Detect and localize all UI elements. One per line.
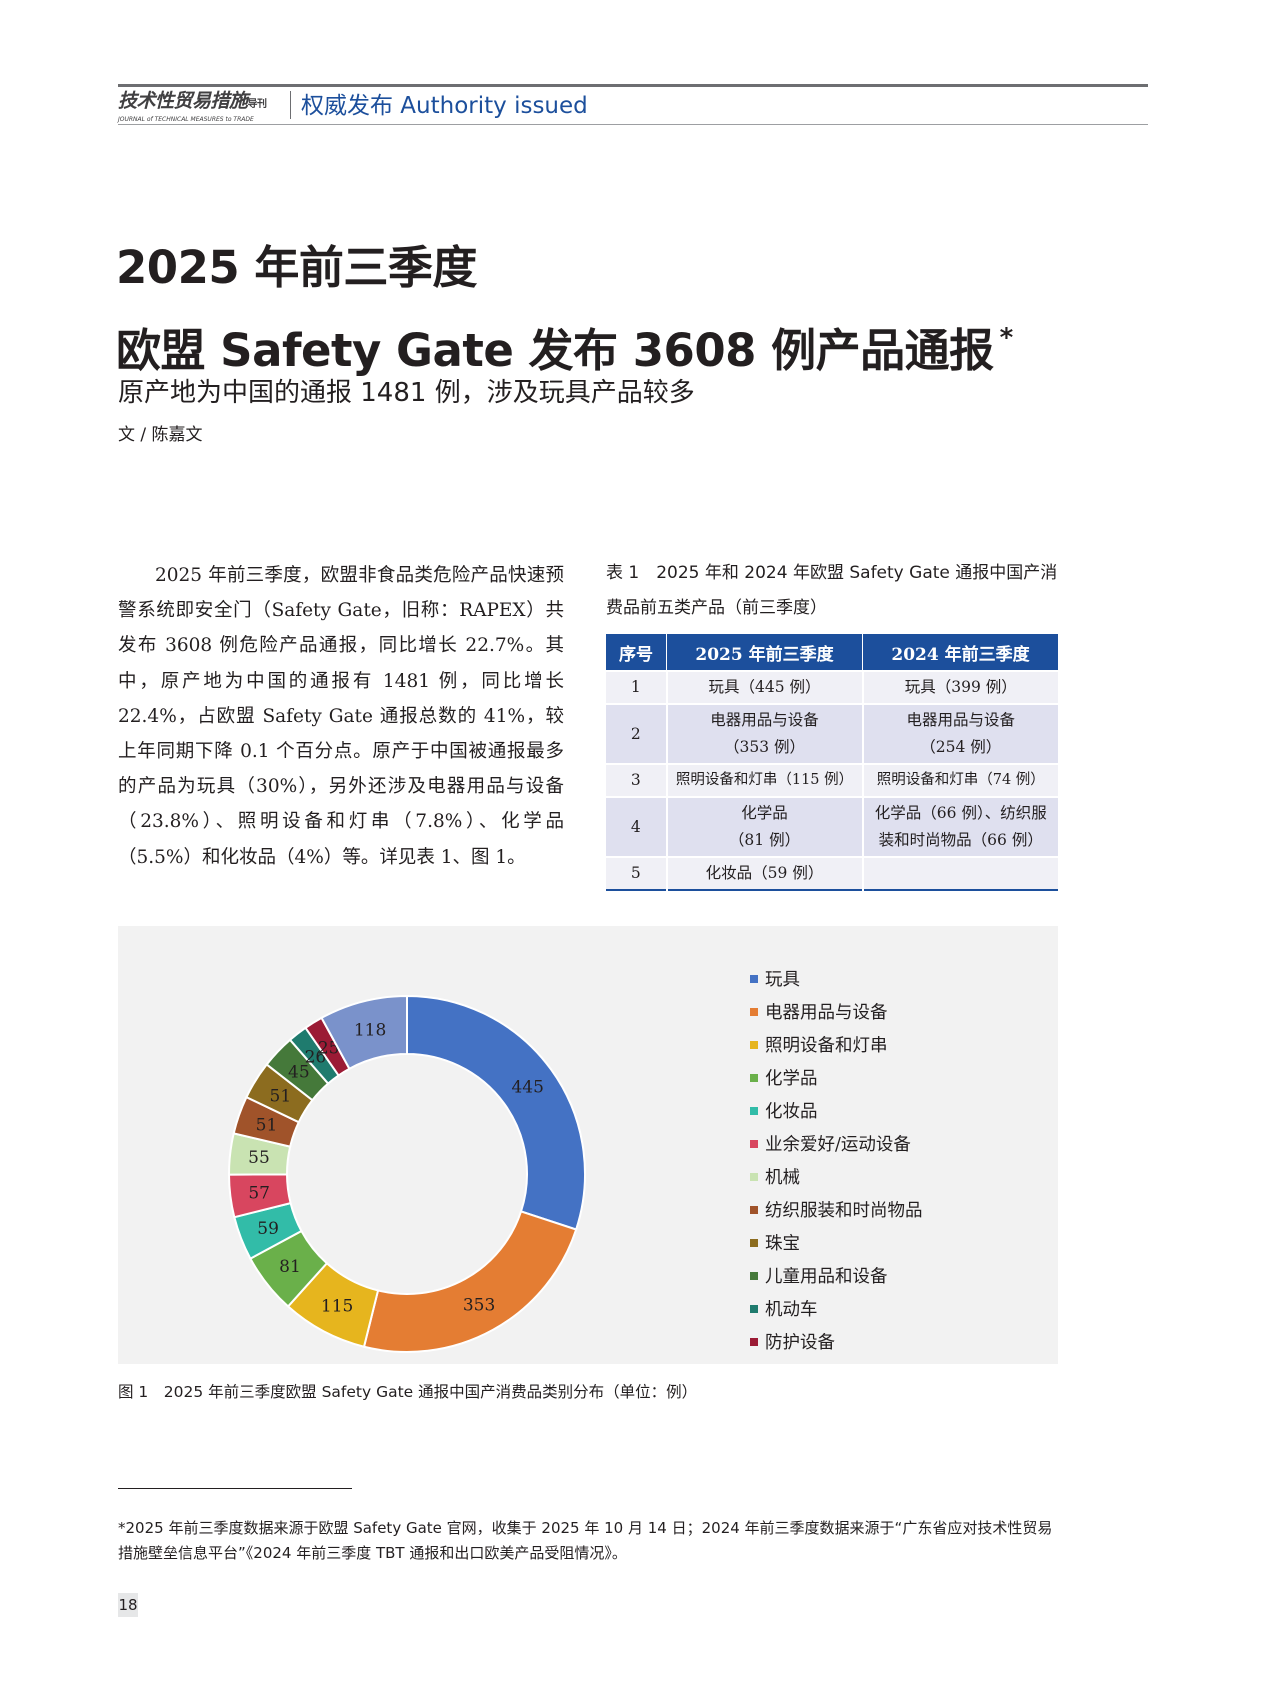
table-row: 5 化妆品（59 例） [606, 856, 1058, 890]
section-label: 权威发布 Authority issued [301, 93, 588, 119]
table-row: 3 照明设备和灯串（115 例） 照明设备和灯串（74 例） [606, 763, 1058, 797]
table-cell-num: 3 [606, 763, 668, 797]
donut-data-label: 81 [279, 1257, 301, 1277]
legend-label: 珠宝 [765, 1234, 800, 1254]
donut-data-label: 353 [463, 1295, 495, 1315]
legend-swatch [750, 1238, 758, 1247]
donut-data-label: 115 [321, 1297, 353, 1317]
table-cell-2025: 电器用品与设备（353 例） [666, 703, 864, 764]
data-table: 序号 2025 年前三季度 2024 年前三季度 1 玩具（445 例） 玩具（… [606, 634, 1058, 891]
legend-label: 照明设备和灯串 [765, 1036, 888, 1056]
legend-swatch [750, 1040, 758, 1049]
figure-caption: 图 1 2025 年前三季度欧盟 Safety Gate 通报中国产消费品类别分… [118, 1383, 698, 1401]
footnote-text: *2025 年前三季度数据来源于欧盟 Safety Gate 官网，收集于 20… [118, 1519, 1053, 1562]
table-cell-2025: 化学品（81 例） [666, 796, 864, 857]
legend-label: 纺织服装和时尚物品 [765, 1201, 923, 1221]
table-header-2024: 2024 年前三季度 [862, 634, 1058, 671]
table-cell-2025: 玩具（445 例） [666, 670, 864, 704]
table-cell-2024 [862, 856, 1058, 890]
donut-slice [406, 994, 586, 1231]
table-header-2025: 2025 年前三季度 [666, 634, 863, 671]
legend-swatch [750, 1139, 758, 1148]
legend-label: 机械 [765, 1168, 800, 1188]
table-caption: 表 1 2025 年和 2024 年欧盟 Safety Gate 通报中国产消费… [606, 563, 1058, 618]
legend-swatch [750, 1007, 758, 1016]
legend-swatch [750, 974, 758, 983]
footnote-rule [118, 1488, 352, 1489]
donut-data-label: 59 [257, 1219, 279, 1239]
table-cell-num: 5 [606, 856, 668, 890]
chart-legend: 玩具电器用品与设备 照明设备和灯串 化学品化妆品业余爱好/运动设备 机械纺织服装和时尚… [750, 962, 923, 1358]
legend-swatch [750, 1106, 758, 1115]
legend-swatch [750, 1304, 758, 1313]
legend-label: 机动车 [765, 1300, 818, 1320]
legend-item: 防护设备 [750, 1325, 923, 1358]
legend-item: 儿童用品和设备 [750, 1259, 923, 1292]
legend-label: 业余爱好/运动设备 [765, 1135, 911, 1155]
legend-swatch [750, 1172, 758, 1181]
donut-data-label: 51 [270, 1087, 292, 1107]
donut-data-label: 51 [256, 1116, 278, 1136]
donut-slice [362, 1210, 578, 1353]
article-byline: 文 / 陈嘉文 [118, 425, 203, 445]
journal-name-cn: 技术性贸易措施 [118, 90, 248, 112]
table-row: 4 化学品（81 例） 化学品（66 例）、纺织服装和时尚物品（66 例） [606, 796, 1058, 857]
donut-data-label: 57 [248, 1183, 270, 1203]
legend-swatch [750, 1073, 758, 1082]
article-title-line2: 欧盟 Safety Gate 发布 3608 例产品通报 [116, 324, 994, 377]
header-top-rule [118, 84, 1148, 87]
legend-item: 机动车 [750, 1292, 923, 1325]
legend-item: 业余爱好/运动设备 [750, 1127, 923, 1160]
header-divider [290, 91, 291, 119]
article-title-line1: 2025 年前三季度 [116, 241, 477, 294]
donut-data-label: 118 [354, 1021, 386, 1041]
table-header-num: 序号 [606, 634, 667, 671]
table-cell-num: 1 [606, 670, 668, 704]
legend-label: 电器用品与设备 [765, 1003, 888, 1023]
legend-label: 防护设备 [765, 1333, 835, 1353]
legend-label: 玩具 [765, 970, 800, 990]
table-cell-2025: 化妆品（59 例） [666, 856, 864, 890]
legend-item: 纺织服装和时尚物品 [750, 1193, 923, 1226]
legend-swatch [750, 1271, 758, 1280]
legend-swatch [750, 1205, 758, 1214]
journal-name-en: JOURNAL of TECHNICAL MEASURES to TRADE [118, 116, 254, 123]
legend-swatch [750, 1337, 758, 1346]
page-number: 18 [118, 1593, 138, 1617]
table-row: 2 电器用品与设备（353 例） 电器用品与设备（254 例） [606, 703, 1058, 764]
table-cell-2024: 电器用品与设备（254 例） [862, 703, 1058, 764]
article-subtitle: 原产地为中国的通报 1481 例，涉及玩具产品较多 [118, 378, 695, 408]
legend-label: 化学品 [765, 1069, 818, 1089]
donut-data-label: 55 [248, 1148, 270, 1168]
table-cell-2024: 化学品（66 例）、纺织服装和时尚物品（66 例） [862, 796, 1058, 857]
journal-logo: 技术性贸易措施导刊 JOURNAL of TECHNICAL MEASURES … [118, 90, 284, 123]
table-cell-num: 4 [606, 796, 668, 857]
legend-item: 玩具 [750, 962, 923, 995]
table-cell-2025: 照明设备和灯串（115 例） [666, 763, 864, 797]
article-body: 2025 年前三季度，欧盟非食品类危险产品快速预警系统即安全门（Safety G… [118, 565, 564, 868]
donut-slice [320, 994, 408, 1071]
legend-item: 珠宝 [750, 1226, 923, 1259]
legend-label: 儿童用品和设备 [765, 1267, 888, 1287]
donut-data-label: 45 [288, 1063, 310, 1083]
table-cell-2024: 照明设备和灯串（74 例） [862, 763, 1058, 797]
journal-suffix: 导刊 [247, 99, 268, 110]
table-cell-2024: 玩具（399 例） [862, 670, 1058, 704]
donut-data-label: 445 [511, 1078, 543, 1098]
legend-item: 化妆品 [750, 1094, 923, 1127]
legend-item: 电器用品与设备 [750, 995, 923, 1028]
table-header-row: 序号 2025 年前三季度 2024 年前三季度 [606, 634, 1058, 671]
table-cell-num: 2 [606, 703, 668, 764]
legend-item: 机械 [750, 1160, 923, 1193]
article-title-line2-wrap: 欧盟 Safety Gate 发布 3608 例产品通报 * [116, 310, 1013, 379]
donut-data-label: 26 [305, 1047, 327, 1067]
legend-item: 化学品 [750, 1061, 923, 1094]
header-bottom-rule [118, 124, 1148, 125]
donut-data-label: 25 [318, 1038, 340, 1058]
legend-item: 照明设备和灯串 [750, 1028, 923, 1061]
table-row: 1 玩具（445 例） 玩具（399 例） [606, 670, 1058, 704]
title-footnote-mark: * [999, 323, 1014, 353]
legend-label: 化妆品 [765, 1102, 818, 1122]
